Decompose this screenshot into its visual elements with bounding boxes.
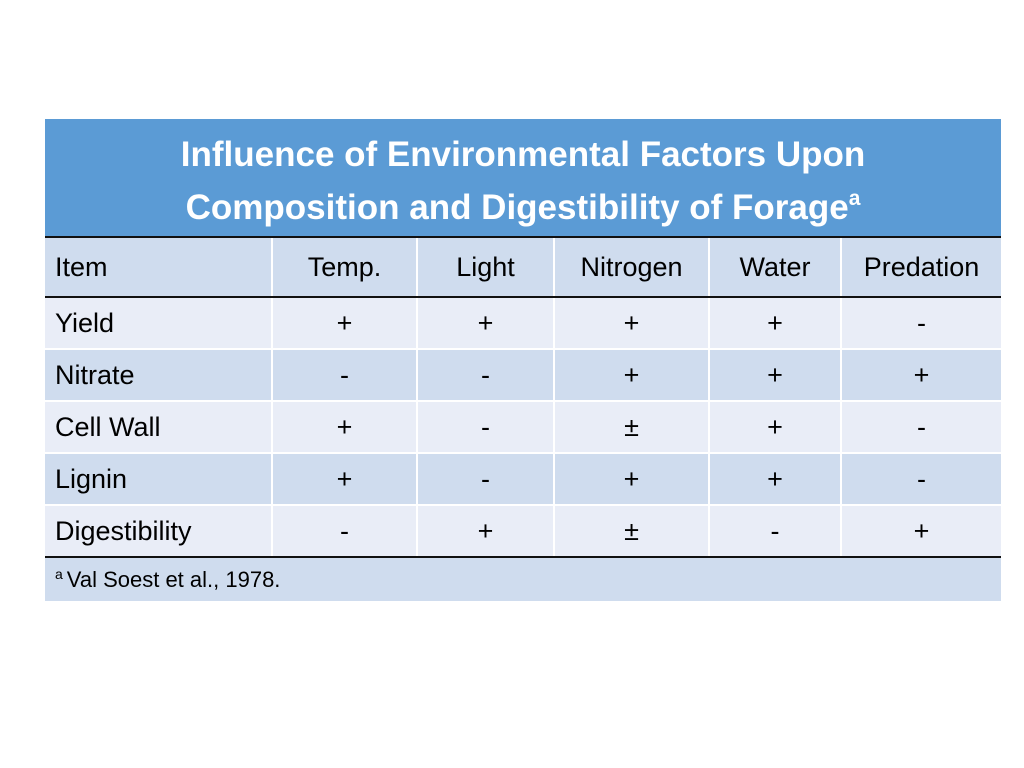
table-cell: + <box>709 453 842 506</box>
footnote: a Val Soest et al., 1978. <box>45 557 1002 601</box>
table-cell: + <box>272 401 418 454</box>
table-row: Lignin + - + + - <box>45 453 1002 506</box>
row-item-label: Cell Wall <box>45 401 273 454</box>
row-item-label: Digestibility <box>45 505 273 558</box>
table-cell: ± <box>554 505 710 558</box>
footnote-row: a Val Soest et al., 1978. <box>45 557 1002 601</box>
table-title-line1: Influence of Environmental Factors Upon <box>180 134 866 174</box>
table-cell: - <box>417 453 555 506</box>
table-cell: - <box>841 453 1002 506</box>
table-cell: + <box>554 297 710 350</box>
table-cell: + <box>272 297 418 350</box>
header-row: Item Temp. Light Nitrogen Water Predatio… <box>45 237 1002 298</box>
row-item-label: Nitrate <box>45 349 273 402</box>
table-cell: - <box>841 401 1002 454</box>
table-cell: - <box>272 349 418 402</box>
column-header-predation: Predation <box>841 237 1002 298</box>
column-header-item: Item <box>45 237 273 298</box>
table-cell: - <box>417 401 555 454</box>
row-item-label: Lignin <box>45 453 273 506</box>
table-cell: + <box>417 505 555 558</box>
table-cell: + <box>709 297 842 350</box>
column-header-nitrogen: Nitrogen <box>554 237 710 298</box>
table-cell: - <box>709 505 842 558</box>
table-title: Influence of Environmental Factors Upon … <box>45 119 1002 238</box>
column-header-light: Light <box>417 237 555 298</box>
table-row: Nitrate - - + + + <box>45 349 1002 402</box>
forage-table: Influence of Environmental Factors Upon … <box>45 119 1002 601</box>
footnote-text: Val Soest et al., 1978. <box>66 566 281 592</box>
footnote-marker: a <box>55 565 63 582</box>
table-cell: + <box>272 453 418 506</box>
table-row: Yield + + + + - <box>45 297 1002 350</box>
table-cell: + <box>709 401 842 454</box>
table-cell: + <box>709 349 842 402</box>
table-row: Digestibility - + ± - + <box>45 505 1002 558</box>
table-cell: - <box>841 297 1002 350</box>
table-cell: - <box>272 505 418 558</box>
table-title-superscript: a <box>848 186 861 210</box>
table-cell: + <box>841 505 1002 558</box>
table-cell: ± <box>554 401 710 454</box>
table-cell: - <box>417 349 555 402</box>
column-header-temp: Temp. <box>272 237 418 298</box>
row-item-label: Yield <box>45 297 273 350</box>
table-title-line2: Composition and Digestibility of Forage <box>185 187 849 227</box>
table-cell: + <box>554 453 710 506</box>
table-cell: + <box>841 349 1002 402</box>
table-cell: + <box>554 349 710 402</box>
table-cell: + <box>417 297 555 350</box>
column-header-water: Water <box>709 237 842 298</box>
forage-table-container: Influence of Environmental Factors Upon … <box>45 119 1002 601</box>
table-row: Cell Wall + - ± + - <box>45 401 1002 454</box>
